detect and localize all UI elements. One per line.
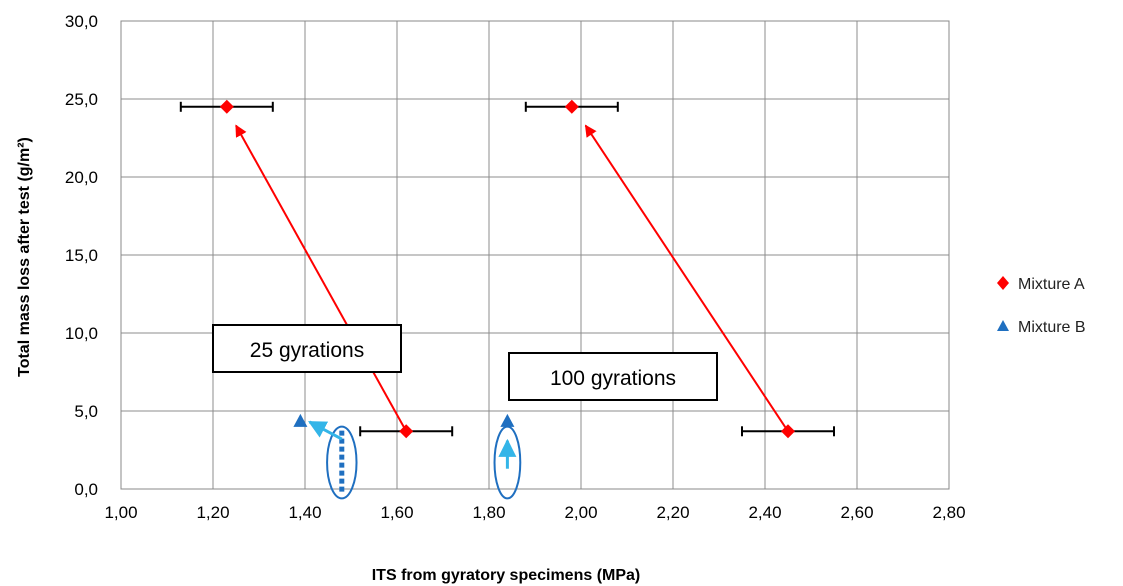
legend-label-mixture-a: Mixture A bbox=[1018, 276, 1085, 293]
annotation-shapes bbox=[235, 124, 789, 500]
y-tick-label: 5,0 bbox=[74, 402, 98, 421]
y-tick-label: 30,0 bbox=[65, 12, 98, 31]
y-tick-label: 10,0 bbox=[65, 324, 98, 343]
data-point-diamond bbox=[399, 424, 414, 439]
x-axis-title: ITS from gyratory specimens (MPa) bbox=[372, 567, 641, 584]
x-tick-label: 2,60 bbox=[840, 503, 873, 522]
data-point-triangle bbox=[293, 413, 308, 427]
legend: Mixture A Mixture B bbox=[997, 276, 1086, 336]
x-tick-labels: 1,00 1,20 1,40 1,60 1,80 2,00 2,20 2,40 2,60 2,80 bbox=[104, 503, 965, 522]
data-point-diamond bbox=[564, 99, 579, 114]
arrow-1 bbox=[235, 124, 408, 432]
annotation-text-25: 25 gyrations bbox=[250, 339, 364, 362]
arrow-2 bbox=[584, 124, 789, 432]
annotation-25-gyrations: 25 gyrations bbox=[212, 324, 402, 373]
x-tick-label: 2,80 bbox=[932, 503, 965, 522]
legend-marker-mixture-a bbox=[997, 276, 1009, 290]
x-tick-label: 1,40 bbox=[288, 503, 321, 522]
annotation-text-100: 100 gyrations bbox=[550, 367, 676, 390]
x-tick-label: 2,00 bbox=[564, 503, 597, 522]
annotation-100-gyrations: 100 gyrations bbox=[508, 352, 718, 401]
x-tick-label: 1,00 bbox=[104, 503, 137, 522]
highlight-ellipse-1 bbox=[326, 425, 358, 500]
legend-label-mixture-b: Mixture B bbox=[1018, 319, 1086, 336]
data-series bbox=[179, 99, 835, 439]
x-tick-label: 1,20 bbox=[196, 503, 229, 522]
legend-marker-mixture-b bbox=[997, 320, 1009, 331]
arrow-3 bbox=[308, 420, 343, 441]
annotation-box-100 bbox=[508, 352, 718, 401]
y-tick-label: 15,0 bbox=[65, 246, 98, 265]
data-point-diamond bbox=[781, 424, 795, 439]
x-tick-label: 2,20 bbox=[656, 503, 689, 522]
data-point-triangle bbox=[500, 413, 515, 427]
y-axis-title: Total mass loss after test (g/m²) bbox=[16, 137, 33, 377]
annotation-box-25 bbox=[212, 324, 402, 373]
plot-area-border bbox=[120, 20, 950, 490]
y-tick-label: 0,0 bbox=[74, 480, 98, 499]
y-tick-labels: 0,0 5,0 10,0 15,0 20,0 25,0 30,0 bbox=[65, 12, 98, 499]
series-1 bbox=[179, 99, 835, 439]
y-tick-label: 20,0 bbox=[65, 168, 98, 187]
x-tick-label: 1,60 bbox=[380, 503, 413, 522]
x-tick-label: 2,40 bbox=[748, 503, 781, 522]
data-point-diamond bbox=[219, 99, 234, 114]
y-tick-label: 25,0 bbox=[65, 90, 98, 109]
series-2 bbox=[293, 413, 515, 427]
x-tick-label: 1,80 bbox=[472, 503, 505, 522]
